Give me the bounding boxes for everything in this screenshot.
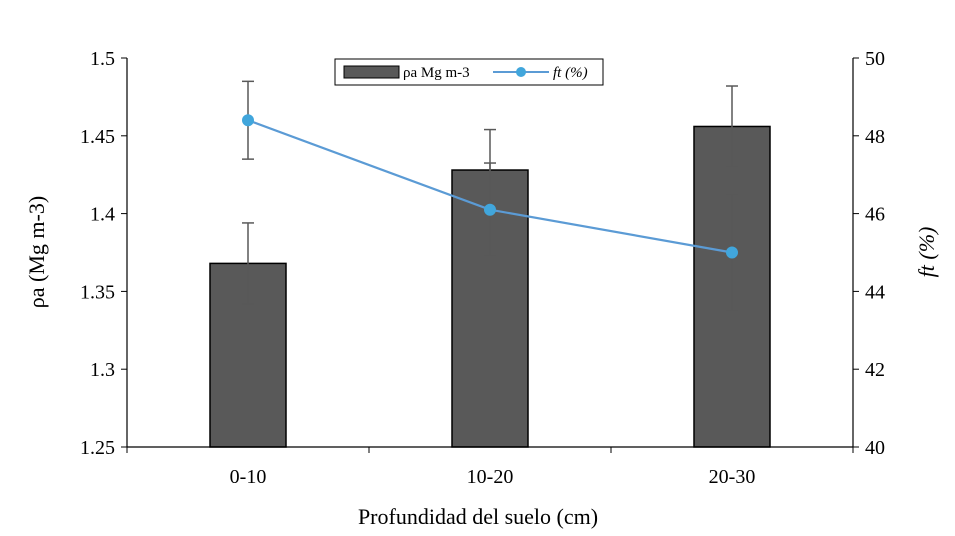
legend-swatch-marker xyxy=(516,67,526,77)
y-tick-label: 1.35 xyxy=(80,281,115,303)
y2-tick-label: 50 xyxy=(865,48,885,70)
x-tick-label: 10-20 xyxy=(467,466,514,488)
legend: ρa Mg m-3 ft (%) xyxy=(334,58,604,86)
axes-layer xyxy=(121,57,859,453)
y-tick-label: 1.3 xyxy=(90,359,115,381)
y2-tick-label: 46 xyxy=(865,204,885,226)
ft-point-0-10 xyxy=(242,114,254,127)
legend-label-bar: ρa Mg m-3 xyxy=(403,65,470,81)
x-tick-label: 20-30 xyxy=(709,466,756,488)
y-axis-title: ρa (Mg m-3) xyxy=(24,196,49,308)
y-tick-label: 1.25 xyxy=(80,437,115,459)
y2-axis-title: ft (%) xyxy=(914,227,939,278)
ft-point-20-30 xyxy=(726,246,738,259)
tick-labels: 1.25 1.3 1.35 1.4 1.45 1.5 40 42 44 46 48 50 0-10 10-… xyxy=(80,48,885,488)
legend-swatch-bar xyxy=(343,65,400,79)
y2-tick-label: 40 xyxy=(865,437,885,459)
y-tick-label: 1.45 xyxy=(80,126,115,148)
y2-tick-label: 42 xyxy=(865,359,885,381)
y-tick-label: 1.5 xyxy=(90,48,115,70)
legend-label-line: ft (%) xyxy=(553,65,588,81)
x-axis-title: Profundidad del suelo (cm) xyxy=(358,504,598,529)
ft-point-10-20 xyxy=(484,203,496,216)
x-tick-label: 0-10 xyxy=(230,466,267,488)
y2-tick-label: 48 xyxy=(865,126,885,148)
y2-tick-label: 44 xyxy=(865,281,885,303)
line-series-layer xyxy=(242,114,738,259)
y-tick-label: 1.4 xyxy=(90,204,115,226)
